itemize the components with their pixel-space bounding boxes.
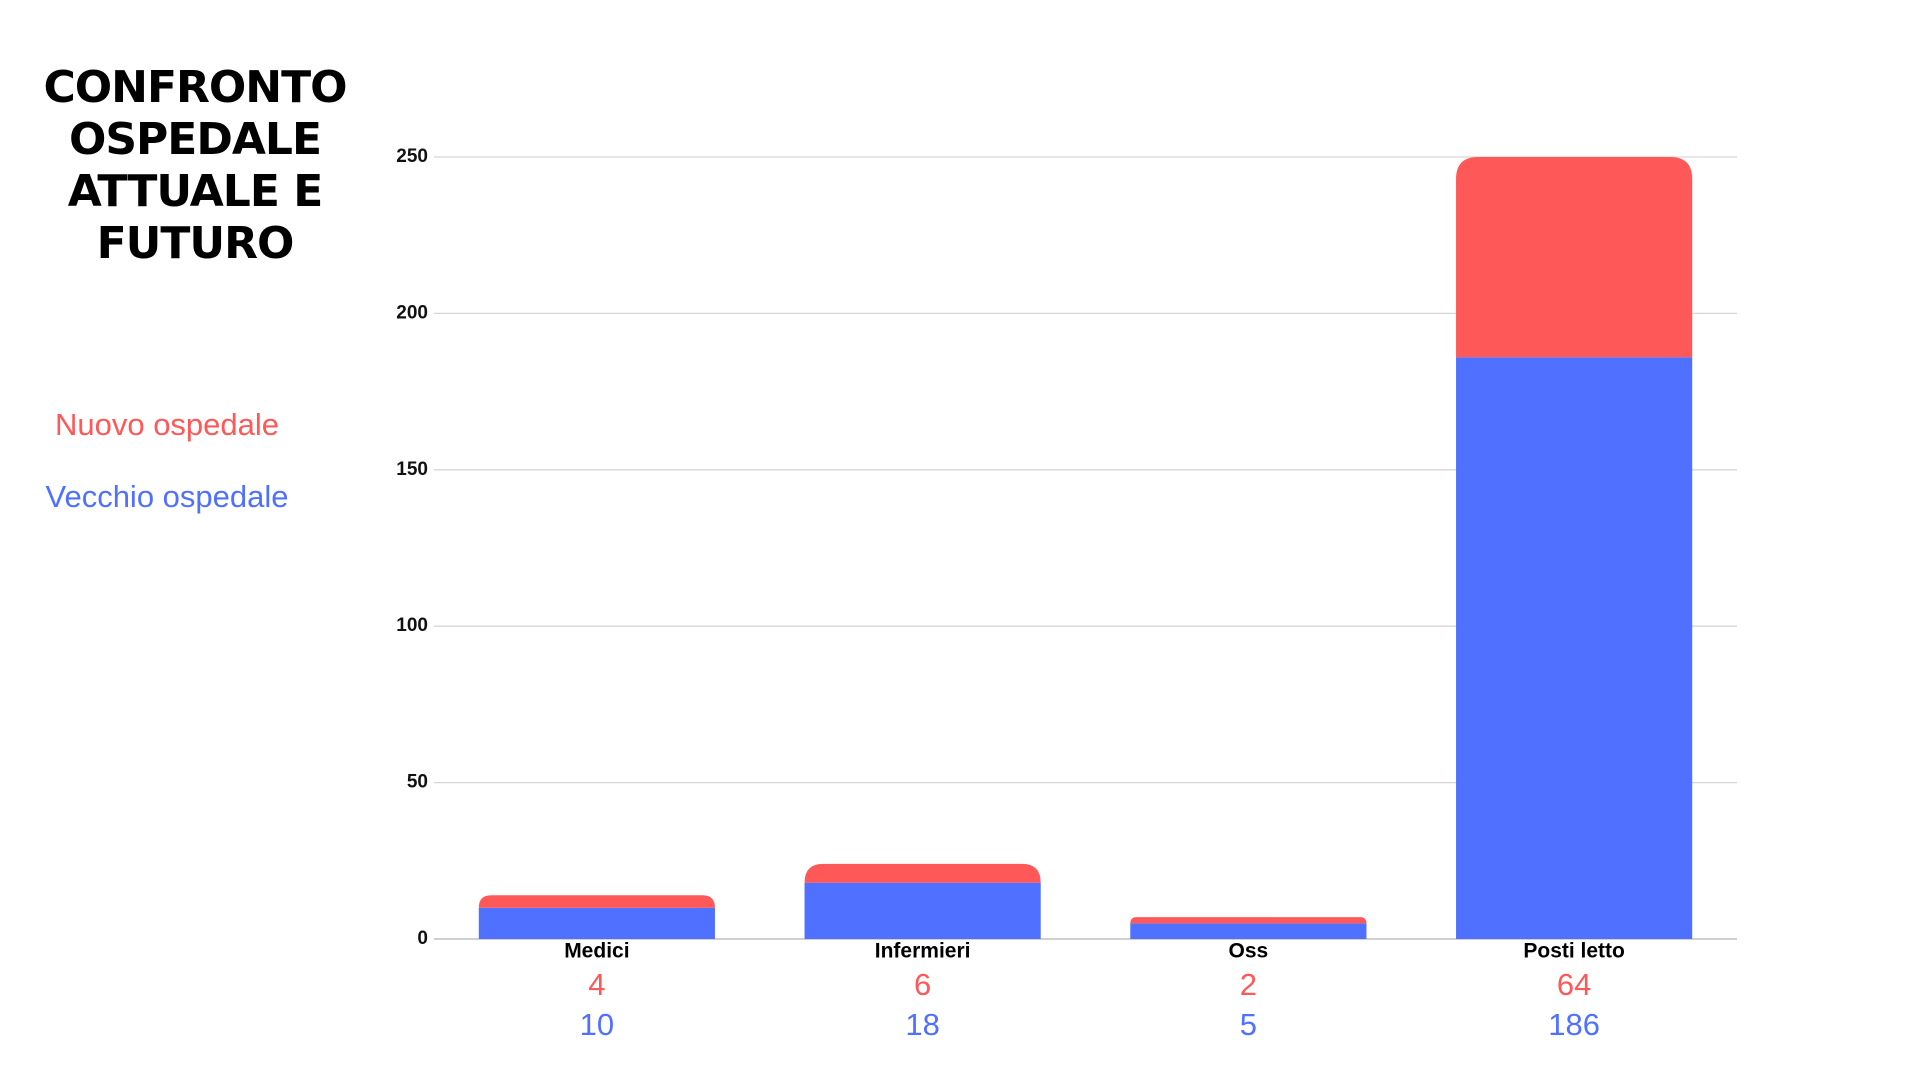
y-tick-label: 0 [417, 928, 428, 949]
value-label: 6 [914, 967, 931, 1002]
bar-segment [1456, 357, 1693, 939]
bar-segment [1130, 917, 1367, 924]
y-tick-label: 200 [396, 302, 428, 323]
y-tick-label: 250 [396, 146, 428, 167]
value-label: 2 [1240, 967, 1257, 1002]
value-label: 5 [1240, 1007, 1257, 1042]
x-tick-label: Oss [1229, 940, 1269, 963]
bar-segment [804, 863, 1041, 883]
x-tick-label: Posti letto [1523, 940, 1625, 963]
value-label: 64 [1557, 967, 1591, 1002]
bar-segment [804, 882, 1041, 939]
value-label: 4 [588, 967, 605, 1002]
value-label: 18 [905, 1007, 939, 1042]
x-tick-label: Medici [564, 940, 629, 963]
x-tick-label: Infermieri [875, 940, 971, 963]
value-label: 10 [580, 1007, 614, 1042]
y-tick-label: 150 [396, 459, 428, 480]
legend-entry: Vecchio ospedale [45, 479, 288, 514]
legend-entry: Nuovo ospedale [55, 407, 279, 442]
bar-segment [478, 895, 715, 908]
bar-segment [1456, 157, 1693, 358]
value-label: 186 [1548, 1007, 1600, 1042]
bar-segment [1130, 923, 1367, 939]
y-tick-label: 50 [407, 772, 428, 793]
y-tick-label: 100 [396, 615, 428, 636]
bar-segment [478, 907, 715, 939]
chart-title: CONFRONTO OSPEDALE ATTUALE E FUTURO [43, 62, 347, 269]
